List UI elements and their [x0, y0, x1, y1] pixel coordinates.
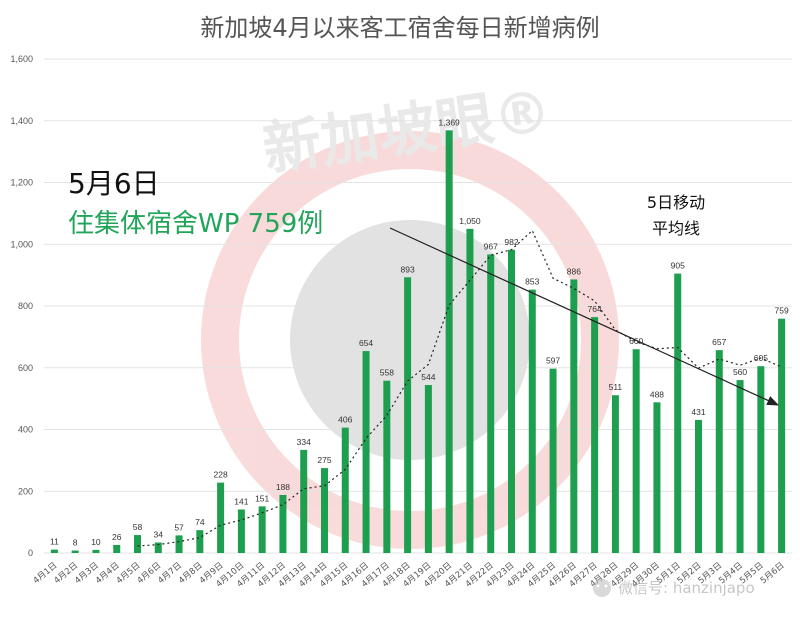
data-label: 58 — [133, 522, 143, 532]
y-tick-label: 1,200 — [10, 178, 33, 188]
bar — [757, 366, 765, 553]
data-label: 967 — [484, 241, 498, 251]
bar — [487, 254, 495, 553]
bar — [383, 380, 391, 553]
moving-average-label-line2: 平均线 — [652, 219, 700, 238]
data-label: 544 — [421, 372, 435, 382]
bar — [778, 318, 786, 553]
y-axis: 0 200 400 600 800 1,000 1,200 1,400 1,600 — [10, 54, 33, 558]
bar — [50, 549, 58, 553]
bar — [611, 395, 619, 553]
bar — [258, 506, 266, 553]
data-label: 141 — [234, 496, 248, 506]
data-label: 982 — [504, 237, 518, 247]
bar — [404, 277, 412, 553]
bar — [528, 289, 536, 553]
x-tick-label: 5月6日 — [759, 561, 787, 587]
y-tick-label: 0 — [28, 548, 33, 558]
data-label: 10 — [91, 537, 101, 547]
data-label: 228 — [214, 470, 228, 480]
bar — [362, 351, 370, 553]
bar — [92, 549, 100, 553]
bar — [570, 279, 578, 553]
data-label: 34 — [154, 530, 164, 540]
data-label: 334 — [297, 437, 311, 447]
bar-series — [50, 130, 786, 554]
y-tick-label: 800 — [18, 301, 33, 311]
data-label: 560 — [733, 367, 747, 377]
bar — [113, 544, 121, 553]
y-tick-label: 1,600 — [10, 54, 33, 64]
bar — [175, 535, 183, 553]
data-label: 74 — [195, 517, 205, 527]
data-label: 11 — [50, 537, 59, 547]
data-label: 660 — [629, 336, 643, 346]
data-label: 558 — [380, 368, 394, 378]
bar — [237, 509, 245, 553]
bar — [300, 449, 308, 553]
y-tick-label: 1,400 — [10, 116, 33, 126]
data-label: 893 — [401, 264, 415, 274]
wechat-id: 微信号: hanzinjapo — [618, 579, 755, 597]
bar — [279, 494, 287, 553]
data-label: 1,050 — [459, 216, 481, 226]
bar — [321, 468, 328, 553]
annotation-date: 5月6日 — [68, 167, 160, 200]
data-label: 905 — [671, 261, 685, 271]
data-label: 406 — [338, 415, 352, 425]
y-tick-label: 200 — [18, 486, 33, 496]
bar — [695, 419, 702, 553]
data-label: 886 — [567, 266, 581, 276]
bar — [217, 482, 225, 553]
data-label: 597 — [546, 356, 560, 366]
bar — [632, 349, 640, 553]
bar — [549, 368, 557, 553]
data-label: 488 — [650, 389, 664, 399]
wechat-watermark: 微信号: hanzinjapo — [593, 579, 755, 597]
data-label: 654 — [359, 338, 373, 348]
data-label: 1,369 — [439, 117, 461, 127]
data-label: 431 — [691, 407, 705, 417]
moving-average-line — [137, 229, 782, 547]
bar — [154, 542, 162, 553]
data-label: 275 — [317, 455, 331, 465]
data-label: 511 — [609, 382, 623, 392]
bar — [445, 130, 453, 554]
data-labels: 11 8 10 26 58 34 57 74 228 141 151 188 334 275 406 654 5… — [50, 117, 789, 547]
data-label: 657 — [712, 337, 726, 347]
bar — [591, 317, 599, 553]
y-tick-label: 1,000 — [10, 239, 33, 249]
chart-title: 新加坡4月以来客工宿舍每日新增病例 — [200, 14, 599, 42]
data-label: 759 — [775, 306, 789, 316]
bar — [674, 273, 682, 553]
bar — [715, 350, 723, 553]
bar — [71, 550, 79, 553]
bar — [341, 427, 349, 553]
gridlines — [44, 58, 792, 554]
data-label: 8 — [73, 538, 78, 548]
data-label: 853 — [525, 277, 539, 287]
bar — [196, 530, 204, 553]
bar — [653, 402, 661, 553]
y-tick-label: 600 — [18, 363, 33, 373]
data-label: 188 — [276, 482, 290, 492]
bar — [736, 380, 744, 553]
bar — [424, 385, 432, 553]
bar — [466, 228, 474, 553]
data-label: 26 — [112, 532, 122, 542]
annotation-text: 住集体宿舍WP 759例 — [68, 209, 323, 239]
bar — [508, 249, 515, 553]
data-label: 764 — [588, 304, 602, 314]
bar — [134, 535, 141, 553]
trend-arrow — [389, 227, 780, 406]
moving-average-label-line1: 5日移动 — [647, 193, 705, 212]
data-label: 57 — [174, 522, 184, 532]
y-tick-label: 400 — [18, 425, 33, 435]
data-label: 151 — [255, 493, 269, 503]
